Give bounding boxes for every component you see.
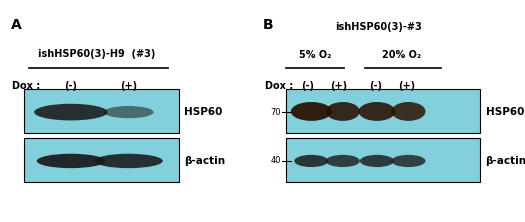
Ellipse shape	[326, 155, 360, 167]
Ellipse shape	[37, 154, 105, 168]
Bar	[286, 138, 480, 182]
Text: (-): (-)	[301, 81, 313, 91]
Text: (+): (+)	[120, 81, 137, 91]
Text: B: B	[262, 18, 273, 32]
Text: (+): (+)	[330, 81, 347, 91]
Text: Dox :: Dox :	[265, 81, 293, 91]
Ellipse shape	[360, 155, 394, 167]
Text: (-): (-)	[369, 81, 382, 91]
Ellipse shape	[291, 102, 332, 121]
Text: ishHSP60(3)-H9  (#3): ishHSP60(3)-H9 (#3)	[38, 49, 156, 59]
Ellipse shape	[391, 102, 426, 121]
Ellipse shape	[34, 104, 108, 120]
Ellipse shape	[104, 106, 153, 118]
Ellipse shape	[391, 155, 426, 167]
Text: A: A	[10, 18, 21, 32]
Text: HSP60: HSP60	[486, 107, 524, 117]
Text: Dox :: Dox :	[12, 81, 40, 91]
Bar	[24, 138, 179, 182]
Text: (+): (+)	[398, 81, 415, 91]
Text: β-actin: β-actin	[184, 156, 225, 166]
Ellipse shape	[294, 155, 329, 167]
Text: (-): (-)	[65, 81, 77, 91]
Ellipse shape	[359, 102, 395, 121]
Text: β-actin: β-actin	[486, 156, 525, 166]
Text: 70: 70	[270, 108, 281, 117]
Ellipse shape	[326, 102, 360, 121]
Bar	[286, 89, 480, 133]
Ellipse shape	[94, 154, 163, 168]
Bar	[24, 89, 179, 133]
Text: ishHSP60(3)-#3: ishHSP60(3)-#3	[334, 22, 422, 32]
Text: 20% O₂: 20% O₂	[382, 50, 421, 60]
Text: HSP60: HSP60	[184, 107, 222, 117]
Text: 40: 40	[270, 157, 281, 165]
Text: 5% O₂: 5% O₂	[299, 50, 331, 60]
